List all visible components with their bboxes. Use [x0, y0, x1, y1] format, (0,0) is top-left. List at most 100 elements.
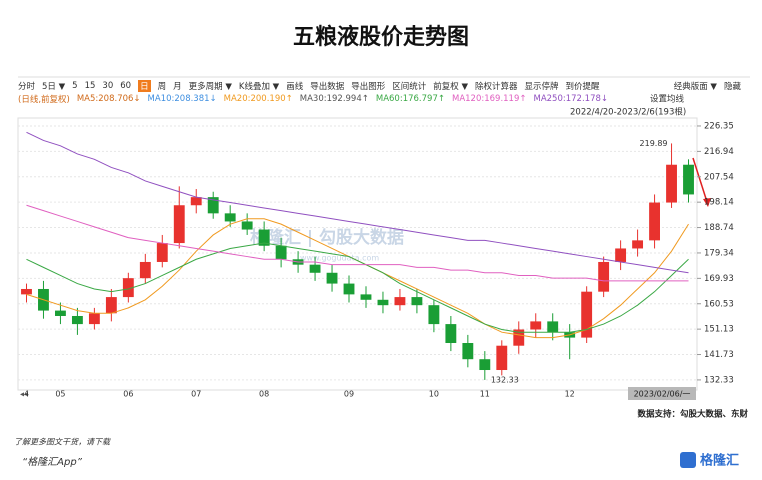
- x-tick-label: 12: [565, 390, 575, 399]
- toolbar-item[interactable]: 隐藏: [723, 82, 741, 92]
- watermark: 格隆汇 | 勾股大数据: [250, 227, 404, 248]
- cursor-date-box: [628, 387, 696, 400]
- ma-line: [26, 242, 689, 333]
- ma-line: [26, 204, 689, 282]
- toolbar-item[interactable]: 日: [138, 80, 151, 92]
- ma-label: MA60:176.797↑: [375, 94, 445, 104]
- low-label: 132.33: [491, 375, 519, 384]
- x-tick-label: 08: [259, 390, 269, 399]
- toolbar-item[interactable]: 前复权 ▼: [433, 82, 469, 92]
- ma-label: MA30:192.994↑: [299, 94, 369, 104]
- toolbar-item[interactable]: 5日 ▼: [42, 82, 66, 92]
- settings-label[interactable]: 设置均线: [650, 94, 685, 105]
- candle-body: [411, 297, 423, 306]
- range-label: 2022/4/20-2023/2/6(193根): [570, 107, 686, 118]
- candle-body: [581, 291, 593, 338]
- toolbar-item[interactable]: 导出图形: [351, 82, 386, 92]
- logo: 格隆汇: [700, 453, 739, 469]
- toolbar-item[interactable]: 30: [102, 81, 114, 91]
- scroll-left[interactable]: ◂◂: [20, 390, 28, 399]
- toolbar-item[interactable]: 显示停牌: [524, 82, 559, 92]
- toolbar-item[interactable]: 周: [157, 82, 167, 92]
- candle-body: [139, 261, 151, 279]
- arrow: [692, 157, 709, 206]
- candle-body: [479, 359, 491, 371]
- toolbar-item[interactable]: 除权计算器: [475, 82, 518, 92]
- x-tick-label: 4: [24, 390, 29, 399]
- candle-body: [173, 205, 185, 244]
- candle-body: [428, 305, 440, 325]
- title: 五粮液股价走势图: [293, 24, 469, 50]
- candle-body: [258, 229, 270, 246]
- candle-body: [496, 345, 508, 371]
- candle-body: [71, 315, 83, 325]
- toolbar-item[interactable]: 5: [72, 81, 78, 91]
- plot-frame: [17, 117, 698, 391]
- toolbar-item[interactable]: 60: [120, 81, 132, 91]
- y-tick-label: 188.74: [704, 223, 734, 233]
- candle-body: [513, 329, 525, 346]
- toolbar-item[interactable]: 到价提醒: [565, 82, 600, 92]
- high-label: 219.89: [640, 139, 668, 148]
- toolbar: 分时 5日 ▼ 5 15 30 60 日周月更多周期 ▼ K线叠加 ▼ 画线 导出数据 导出图形 区间…: [18, 80, 607, 92]
- candle-body: [683, 164, 694, 195]
- candle-body: [190, 197, 202, 206]
- arrow-head: [703, 198, 711, 207]
- y-tick-label: 132.33: [704, 375, 734, 385]
- candle-body: [122, 278, 134, 298]
- ma-label: MA20:200.190↑: [223, 94, 293, 104]
- candle-body: [530, 321, 542, 330]
- x-tick-label: 05: [55, 390, 65, 399]
- candle-body: [21, 288, 32, 295]
- candle-body: [309, 264, 321, 273]
- x-tick-label: 06: [123, 390, 133, 399]
- toolbar-item[interactable]: K线叠加 ▼: [238, 82, 280, 92]
- toolbar-item[interactable]: 画线: [286, 82, 304, 92]
- ma-label: MA10:208.381↓: [147, 94, 217, 104]
- logo-icon: [680, 452, 696, 468]
- footer-note: 了解更多图文干货，请下载: [14, 438, 111, 447]
- watermark-url: www.gogudata.com: [300, 254, 379, 263]
- candle-body: [394, 297, 406, 306]
- ma-label: (日线,前复权): [18, 95, 70, 105]
- y-tick-label: 207.54: [704, 172, 734, 182]
- ma-label: MA120:169.119↑: [451, 94, 527, 104]
- cursor-date: 2023/02/06/一: [634, 390, 691, 399]
- toolbar-item[interactable]: 15: [84, 81, 96, 91]
- candle-body: [275, 245, 287, 260]
- ma-line: [26, 131, 689, 274]
- toolbar-item[interactable]: 更多周期 ▼: [188, 82, 232, 92]
- y-tick-label: 160.53: [704, 299, 734, 309]
- toolbar-item[interactable]: 经典版面 ▼: [673, 82, 717, 92]
- ma-label: MA5:208.706↓: [76, 94, 141, 104]
- y-tick-label: 169.93: [704, 274, 734, 284]
- candle-body: [88, 313, 100, 325]
- candle-body: [666, 164, 677, 203]
- ma-label: MA250:172.178↓: [533, 94, 609, 104]
- candle-body: [598, 261, 610, 292]
- y-tick-label: 141.73: [704, 350, 734, 360]
- candle-body: [445, 324, 457, 344]
- candle-body: [156, 243, 168, 262]
- toolbar-right: 经典版面 ▼ 隐藏: [674, 80, 748, 92]
- toolbar-item[interactable]: 导出数据: [310, 82, 345, 92]
- x-tick-label: 10: [429, 390, 439, 399]
- candle-body: [343, 283, 355, 295]
- toolbar-item[interactable]: 月: [173, 82, 182, 92]
- y-tick-label: 226.35: [704, 121, 734, 131]
- candle-body: [224, 213, 236, 222]
- candle-body: [105, 297, 117, 314]
- y-tick-label: 151.13: [704, 325, 734, 335]
- candle-body: [377, 299, 389, 306]
- candle-body: [632, 240, 644, 249]
- candle-body: [615, 248, 627, 262]
- candle-body: [462, 343, 474, 360]
- y-tick-label: 179.34: [704, 248, 734, 258]
- candle-body: [649, 202, 660, 241]
- y-tick-label: 198.14: [704, 198, 734, 208]
- footer-app: “格隆汇App”: [22, 456, 83, 468]
- toolbar-item[interactable]: 分时: [18, 82, 36, 92]
- toolbar-item[interactable]: 区间统计: [392, 82, 427, 92]
- candle-body: [55, 310, 66, 316]
